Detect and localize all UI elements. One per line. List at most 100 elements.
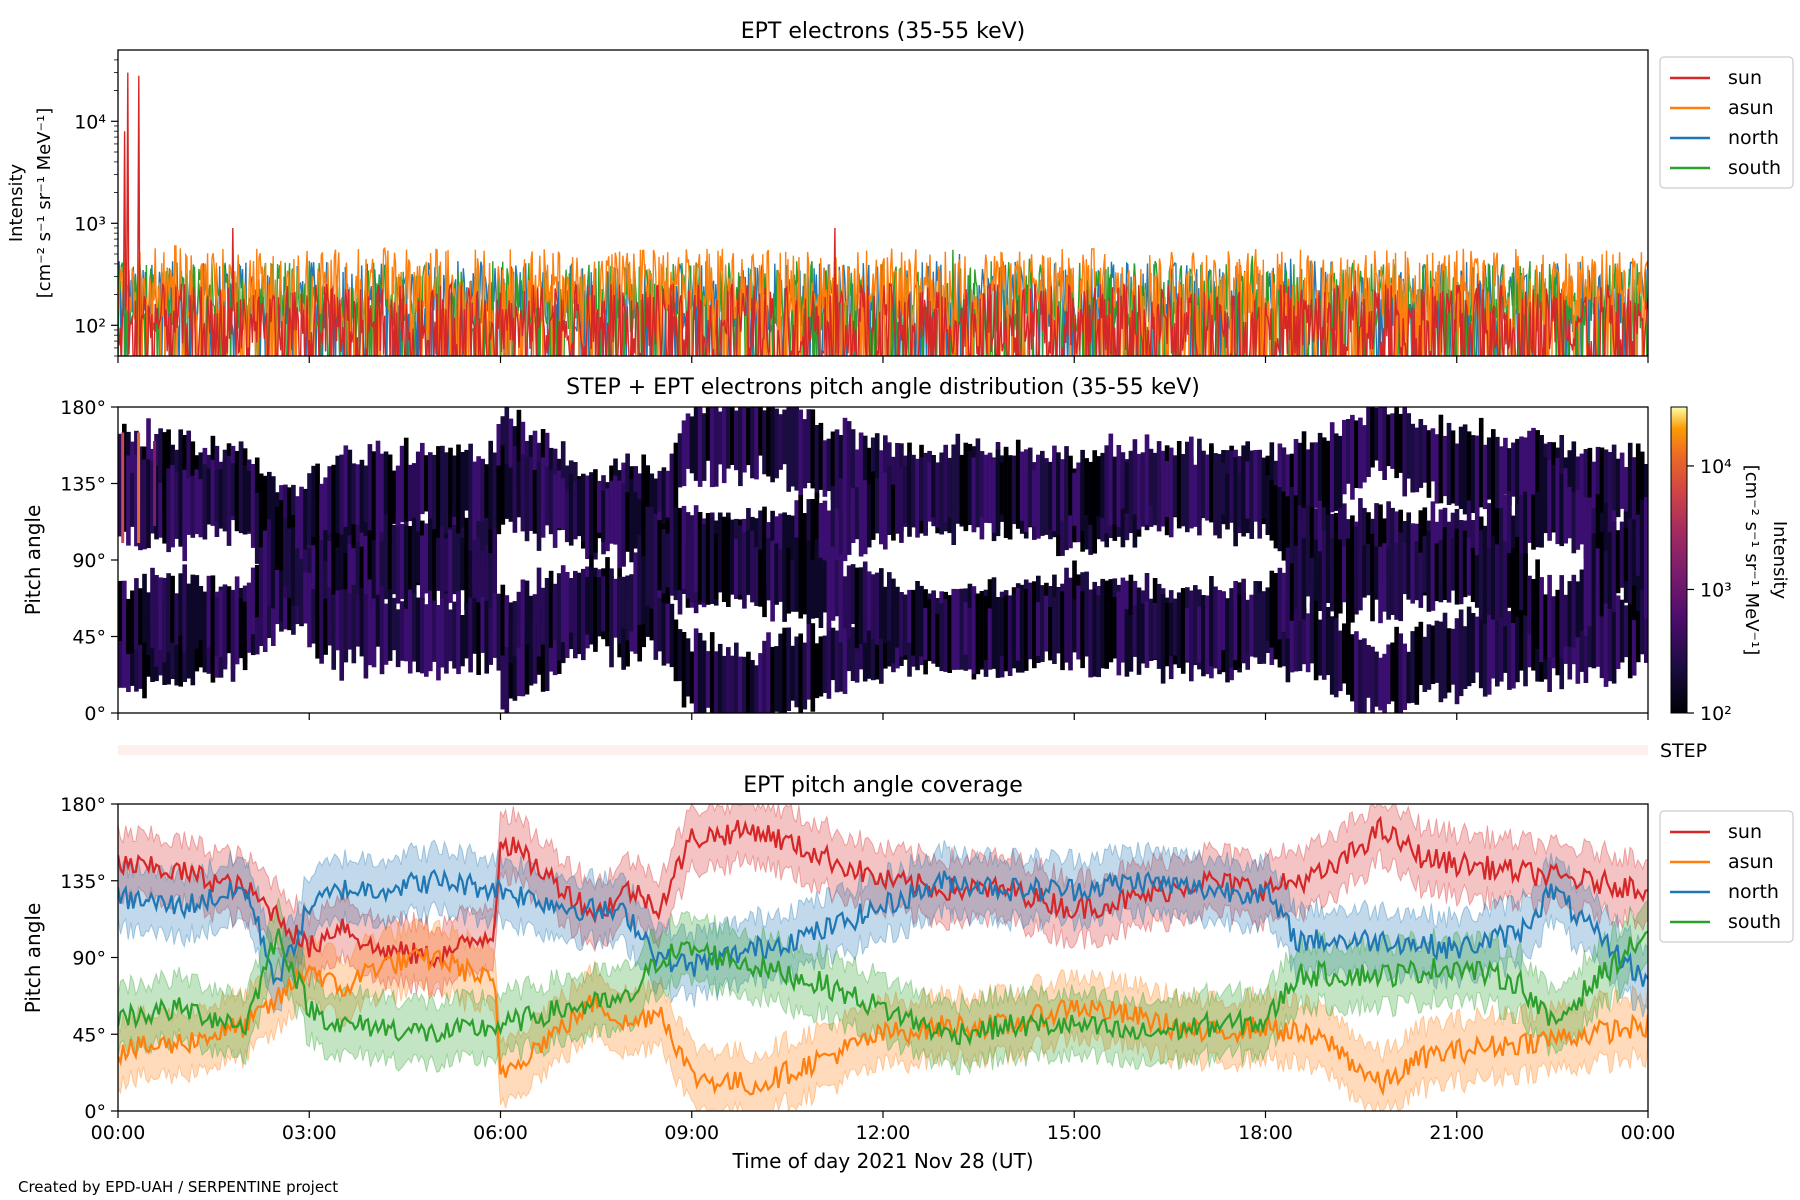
heatmap-cell (911, 589, 916, 656)
heatmap-cell (1333, 616, 1339, 698)
heatmap-cell (1132, 439, 1138, 515)
colorbar-label-units: [cm⁻² s⁻¹ sr⁻¹ MeV⁻¹] (1741, 465, 1762, 656)
heatmap-cell (923, 608, 928, 660)
footer-credit: Created by EPD-UAH / SERPENTINE project (18, 1178, 338, 1196)
heatmap-cell (971, 586, 977, 674)
heatmap-cell (1185, 607, 1190, 661)
heatmap-cell (210, 575, 216, 666)
heatmap-cell (182, 469, 188, 562)
step-label: STEP (1660, 740, 1707, 762)
heatmap-cell (1213, 586, 1218, 669)
heatmap-cell (1378, 407, 1383, 471)
heatmap-cell (758, 407, 763, 456)
colorbar-tick-label: 10² (1700, 703, 1732, 725)
heatmap-cell (1217, 453, 1222, 539)
heatmap-cell (178, 595, 184, 687)
heatmap-cell (1366, 645, 1371, 698)
heatmap-cell (979, 591, 985, 669)
legend-label-north: north (1728, 127, 1779, 149)
heatmap-cell (1019, 594, 1025, 649)
heatmap-cell (198, 479, 204, 538)
heatmap-cell (1269, 570, 1275, 648)
heatmap-cell (858, 567, 864, 644)
heatmap-cell (790, 645, 796, 701)
heatmap-cell (1430, 501, 1436, 580)
heatmap-cell (1491, 613, 1496, 679)
heatmap-cell (1237, 473, 1242, 527)
heatmap-cell (1531, 613, 1536, 671)
heatmap-cell (504, 407, 510, 476)
heatmap-cell (963, 602, 969, 655)
heatmap-cell (1285, 496, 1291, 566)
heatmap-cell (222, 597, 228, 665)
heatmap-cell (1148, 448, 1154, 506)
heatmap-cell (1631, 590, 1637, 676)
heatmap-cell (1543, 594, 1548, 660)
heatmap-cell (1072, 599, 1077, 653)
heatmap-cell (472, 540, 477, 629)
x-tick-label: 12:00 (856, 1122, 911, 1144)
heatmap-cell (1112, 456, 1118, 525)
heatmap-cell (975, 593, 981, 675)
heatmap-cell (1189, 590, 1194, 682)
heatmap-cell (915, 458, 920, 538)
heatmap-cell (665, 533, 671, 588)
heatmap-cell (721, 516, 727, 602)
heatmap-cell (1281, 447, 1287, 533)
heatmap-cell (1148, 602, 1154, 661)
heatmap-cell (460, 452, 465, 528)
heatmap-cell (1172, 598, 1178, 656)
heatmap-cell (544, 466, 550, 526)
heatmap-cell (524, 631, 530, 695)
heatmap-cell (214, 469, 220, 522)
heatmap-cell (218, 589, 224, 658)
heatmap-cell (1273, 573, 1279, 647)
heatmap-cell (1450, 538, 1456, 591)
heatmap-cell (194, 575, 200, 649)
heatmap-cell (1015, 439, 1021, 529)
heatmap-cell (1470, 435, 1476, 513)
heatmap-cell (1072, 472, 1077, 526)
heatmap-cell (734, 539, 739, 599)
heatmap-cell (1458, 520, 1464, 605)
heatmap-cell (1293, 545, 1299, 610)
heatmap-cell (395, 513, 401, 603)
heatmap-cell (955, 611, 961, 665)
heatmap-cell (911, 454, 916, 528)
heatmap-cell (1458, 609, 1464, 697)
heatmap-cell (870, 471, 876, 540)
heatmap-cell (963, 442, 969, 532)
heatmap-cell (637, 499, 643, 554)
heatmap-cell (1390, 551, 1395, 615)
heatmap-cell (476, 456, 481, 521)
heatmap-cell (721, 407, 727, 484)
y-tick-label: 0° (84, 703, 106, 725)
heatmap-cell (1342, 546, 1347, 603)
heatmap-cell (717, 643, 723, 713)
heatmap-cell (307, 572, 312, 648)
heatmap-cell (1313, 593, 1319, 681)
heatmap-cell (1309, 507, 1315, 586)
heatmap-cell (1370, 646, 1375, 713)
heatmap-cell (516, 626, 522, 697)
heatmap-cell (866, 447, 872, 516)
heatmap-cell (790, 407, 796, 487)
heatmap-cell (279, 500, 284, 571)
heatmap-cell (1289, 453, 1295, 514)
heatmap-cell (1527, 488, 1532, 543)
heatmap-cell (1474, 555, 1480, 608)
heatmap-cell (730, 655, 735, 713)
heatmap-cell (1571, 574, 1577, 648)
heatmap-cell (705, 651, 711, 708)
heatmap-cell (122, 475, 127, 532)
heatmap-cell (1301, 431, 1307, 522)
heatmap-cell (746, 651, 751, 713)
heatmap-cell (456, 444, 461, 534)
heatmap-cell (738, 407, 743, 487)
heatmap-cell (130, 590, 135, 654)
heatmap-cell (903, 594, 908, 656)
heatmap-cell (428, 452, 433, 519)
heatmap-cell (738, 656, 743, 713)
heatmap-cell (573, 570, 578, 659)
heatmap-cell (379, 453, 385, 532)
